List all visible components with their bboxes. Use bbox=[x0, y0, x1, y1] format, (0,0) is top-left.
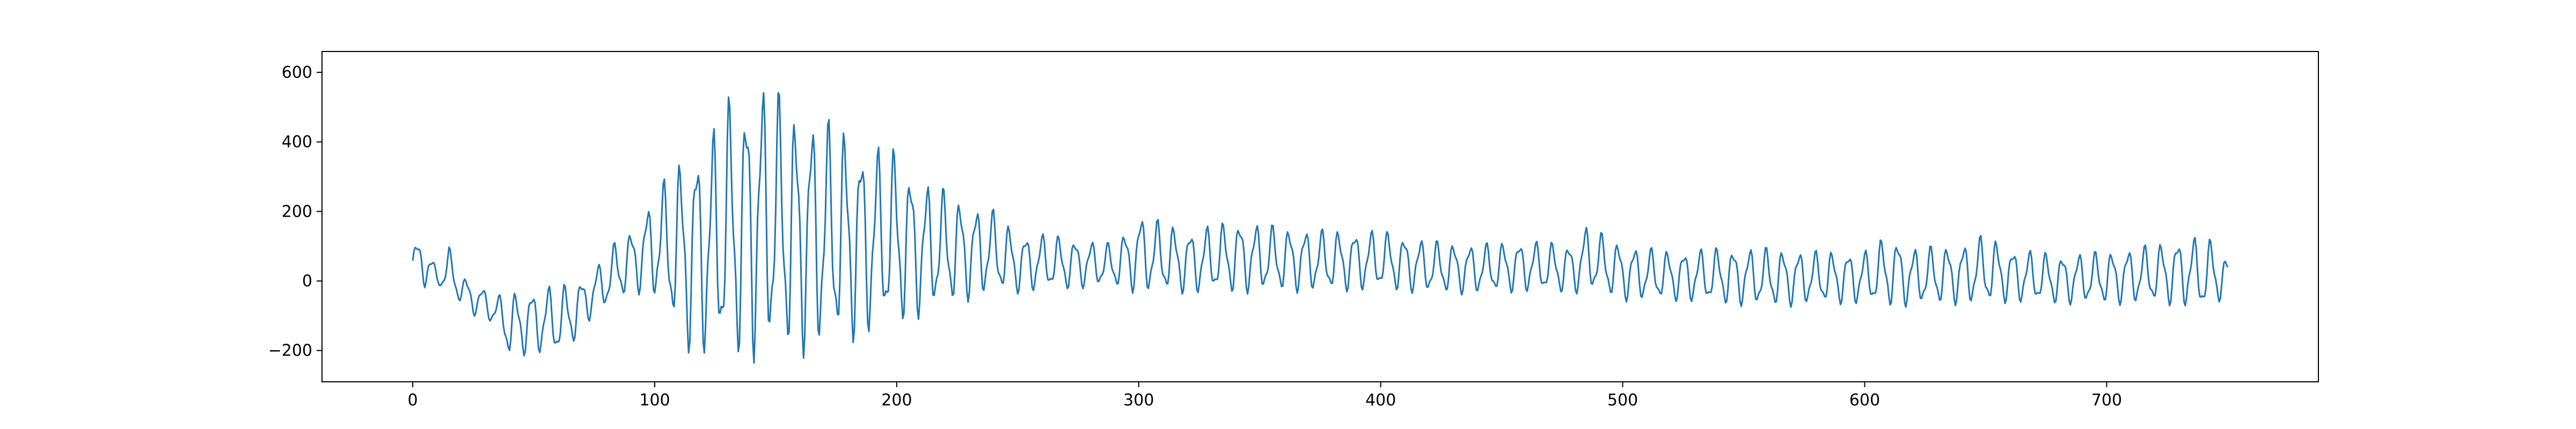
plot-area bbox=[412, 92, 2229, 364]
y-tick-label: 0 bbox=[302, 272, 312, 291]
series-line-0 bbox=[412, 92, 2229, 364]
axis-ticks: 0 100 200 300 400 500 600 700 −200 0 200 400 600 bbox=[268, 63, 2122, 410]
x-tick-label: 0 bbox=[408, 391, 418, 410]
x-tick-label: 300 bbox=[1123, 391, 1154, 410]
y-tick-label: 400 bbox=[282, 133, 312, 152]
x-tick-label: 200 bbox=[881, 391, 912, 410]
x-tick-label: 500 bbox=[1607, 391, 1638, 410]
y-tick-label: −200 bbox=[268, 342, 312, 360]
y-tick-label: 600 bbox=[282, 63, 312, 82]
x-tick-label: 600 bbox=[1849, 391, 1880, 410]
x-tick-label: 400 bbox=[1365, 391, 1396, 410]
x-tick-label: 100 bbox=[639, 391, 670, 410]
axes-frame bbox=[321, 51, 2319, 382]
y-tick-label: 200 bbox=[282, 202, 312, 221]
x-tick-label: 700 bbox=[2091, 391, 2122, 410]
